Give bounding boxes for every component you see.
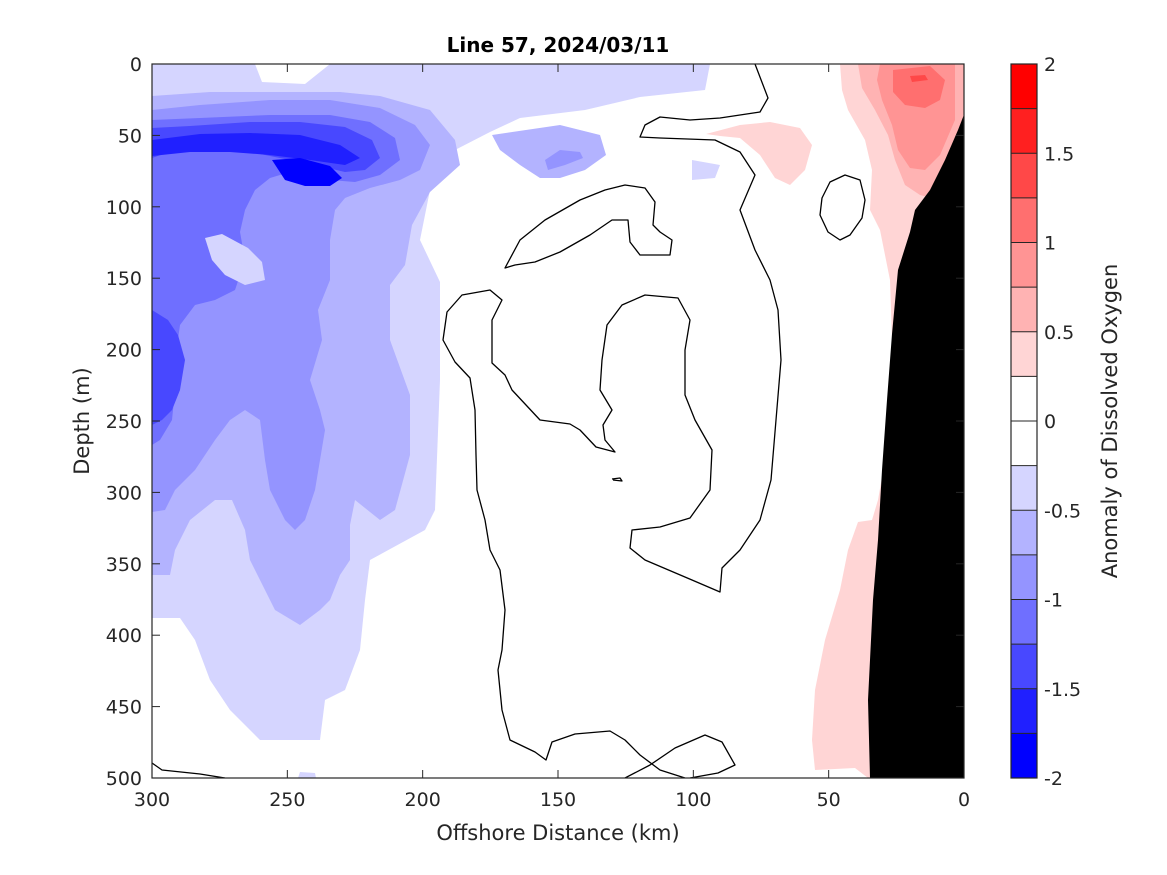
y-tick-label: 200 [106, 340, 142, 362]
colorbar-segment [1011, 554, 1037, 600]
x-tick-label: 150 [540, 789, 576, 811]
y-tick-label: 300 [106, 482, 142, 504]
contour-fill-neg-1.75 [272, 158, 342, 186]
contour-fill-pos-1 [893, 66, 945, 108]
zero-contours [152, 64, 866, 778]
y-axis: 0 50 100 150 200 250 300 350 400 450 500 [106, 54, 964, 790]
bathymetry [868, 114, 964, 778]
y-tick-label: 0 [130, 54, 142, 76]
zero-contour-loop [504, 184, 673, 269]
contour-fill-neg-1.25-b [152, 310, 185, 425]
colorbar-tick-label: 0.5 [1044, 322, 1074, 344]
y-tick-label: 450 [106, 697, 142, 719]
zero-contour-bottom [624, 734, 736, 778]
colorbar-segment [1011, 599, 1037, 645]
x-tick-label: 50 [817, 789, 841, 811]
colorbar-segment [1011, 242, 1037, 288]
x-axis-label: Offshore Distance (km) [436, 821, 679, 845]
contour-fill-neg-0.5-b [492, 125, 606, 178]
colorbar-tick-label: 2 [1044, 54, 1056, 76]
contour-fill-neg-0.25-b [692, 160, 720, 180]
y-tick-label: 50 [118, 125, 142, 147]
y-tick-label: 500 [106, 768, 142, 790]
colorbar-segment [1011, 376, 1037, 422]
colorbar-segment [1011, 465, 1037, 511]
zero-contour-bottom-left [152, 762, 226, 778]
colorbar-segment [1011, 733, 1037, 779]
colorbar-segment [1011, 688, 1037, 734]
zero-contour-small-loop [819, 174, 866, 241]
colorbar-segment [1011, 197, 1037, 243]
x-tick-label: 300 [134, 789, 170, 811]
colorbar-tick-label: 1.5 [1044, 143, 1074, 165]
colorbar-tick-label: -2 [1044, 768, 1063, 790]
colorbar-tick-label: -1 [1044, 590, 1063, 612]
zero-contour-outer [442, 64, 782, 778]
y-axis-label: Depth (m) [70, 367, 94, 474]
colorbar-label: Anomaly of Dissolved Oxygen [1098, 264, 1122, 579]
x-tick-label: 250 [269, 789, 305, 811]
colorbar-segment [1011, 331, 1037, 377]
contour-hole-light [205, 234, 265, 285]
y-tick-label: 100 [106, 197, 142, 219]
colorbar-segment [1011, 64, 1037, 110]
zero-contour-tick [611, 477, 623, 482]
chart-title: Line 57, 2024/03/11 [447, 33, 670, 57]
colorbar: 2 1.5 1 0.5 0 -0.5 -1 -1.5 -2 [1010, 54, 1081, 790]
colorbar-segment [1011, 287, 1037, 333]
colorbar-segment [1011, 108, 1037, 154]
contour-fill-pos-0.25-b [706, 122, 812, 185]
colorbar-tick-label: 0 [1044, 411, 1056, 433]
x-axis: 300 250 200 150 100 50 0 [134, 64, 970, 811]
x-tick-label: 200 [405, 789, 441, 811]
colorbar-tick-label: 1 [1044, 233, 1056, 255]
colorbar-segment [1011, 510, 1037, 556]
contour-fill-neg-1 [152, 115, 400, 445]
contour-fill-neg-1.5 [152, 133, 360, 165]
colorbar-tick-label: -0.5 [1044, 500, 1081, 522]
contour-fill-pos-1.25 [910, 75, 928, 82]
y-tick-label: 350 [106, 554, 142, 576]
colorbar-segment [1011, 421, 1037, 467]
colorbar-segment [1011, 153, 1037, 199]
y-tick-label: 150 [106, 268, 142, 290]
x-tick-label: 0 [958, 789, 970, 811]
colorbar-frame [1010, 63, 1038, 779]
colorbar-tick-label: -1.5 [1044, 679, 1081, 701]
x-tick-label: 100 [675, 789, 711, 811]
contour-fill-neg-0.25-c [298, 772, 316, 778]
contour-field [152, 64, 964, 778]
y-tick-label: 250 [106, 411, 142, 433]
y-tick-label: 400 [106, 625, 142, 647]
contour-fill-neg-0.75-b [545, 150, 583, 170]
colorbar-segment [1011, 644, 1037, 690]
